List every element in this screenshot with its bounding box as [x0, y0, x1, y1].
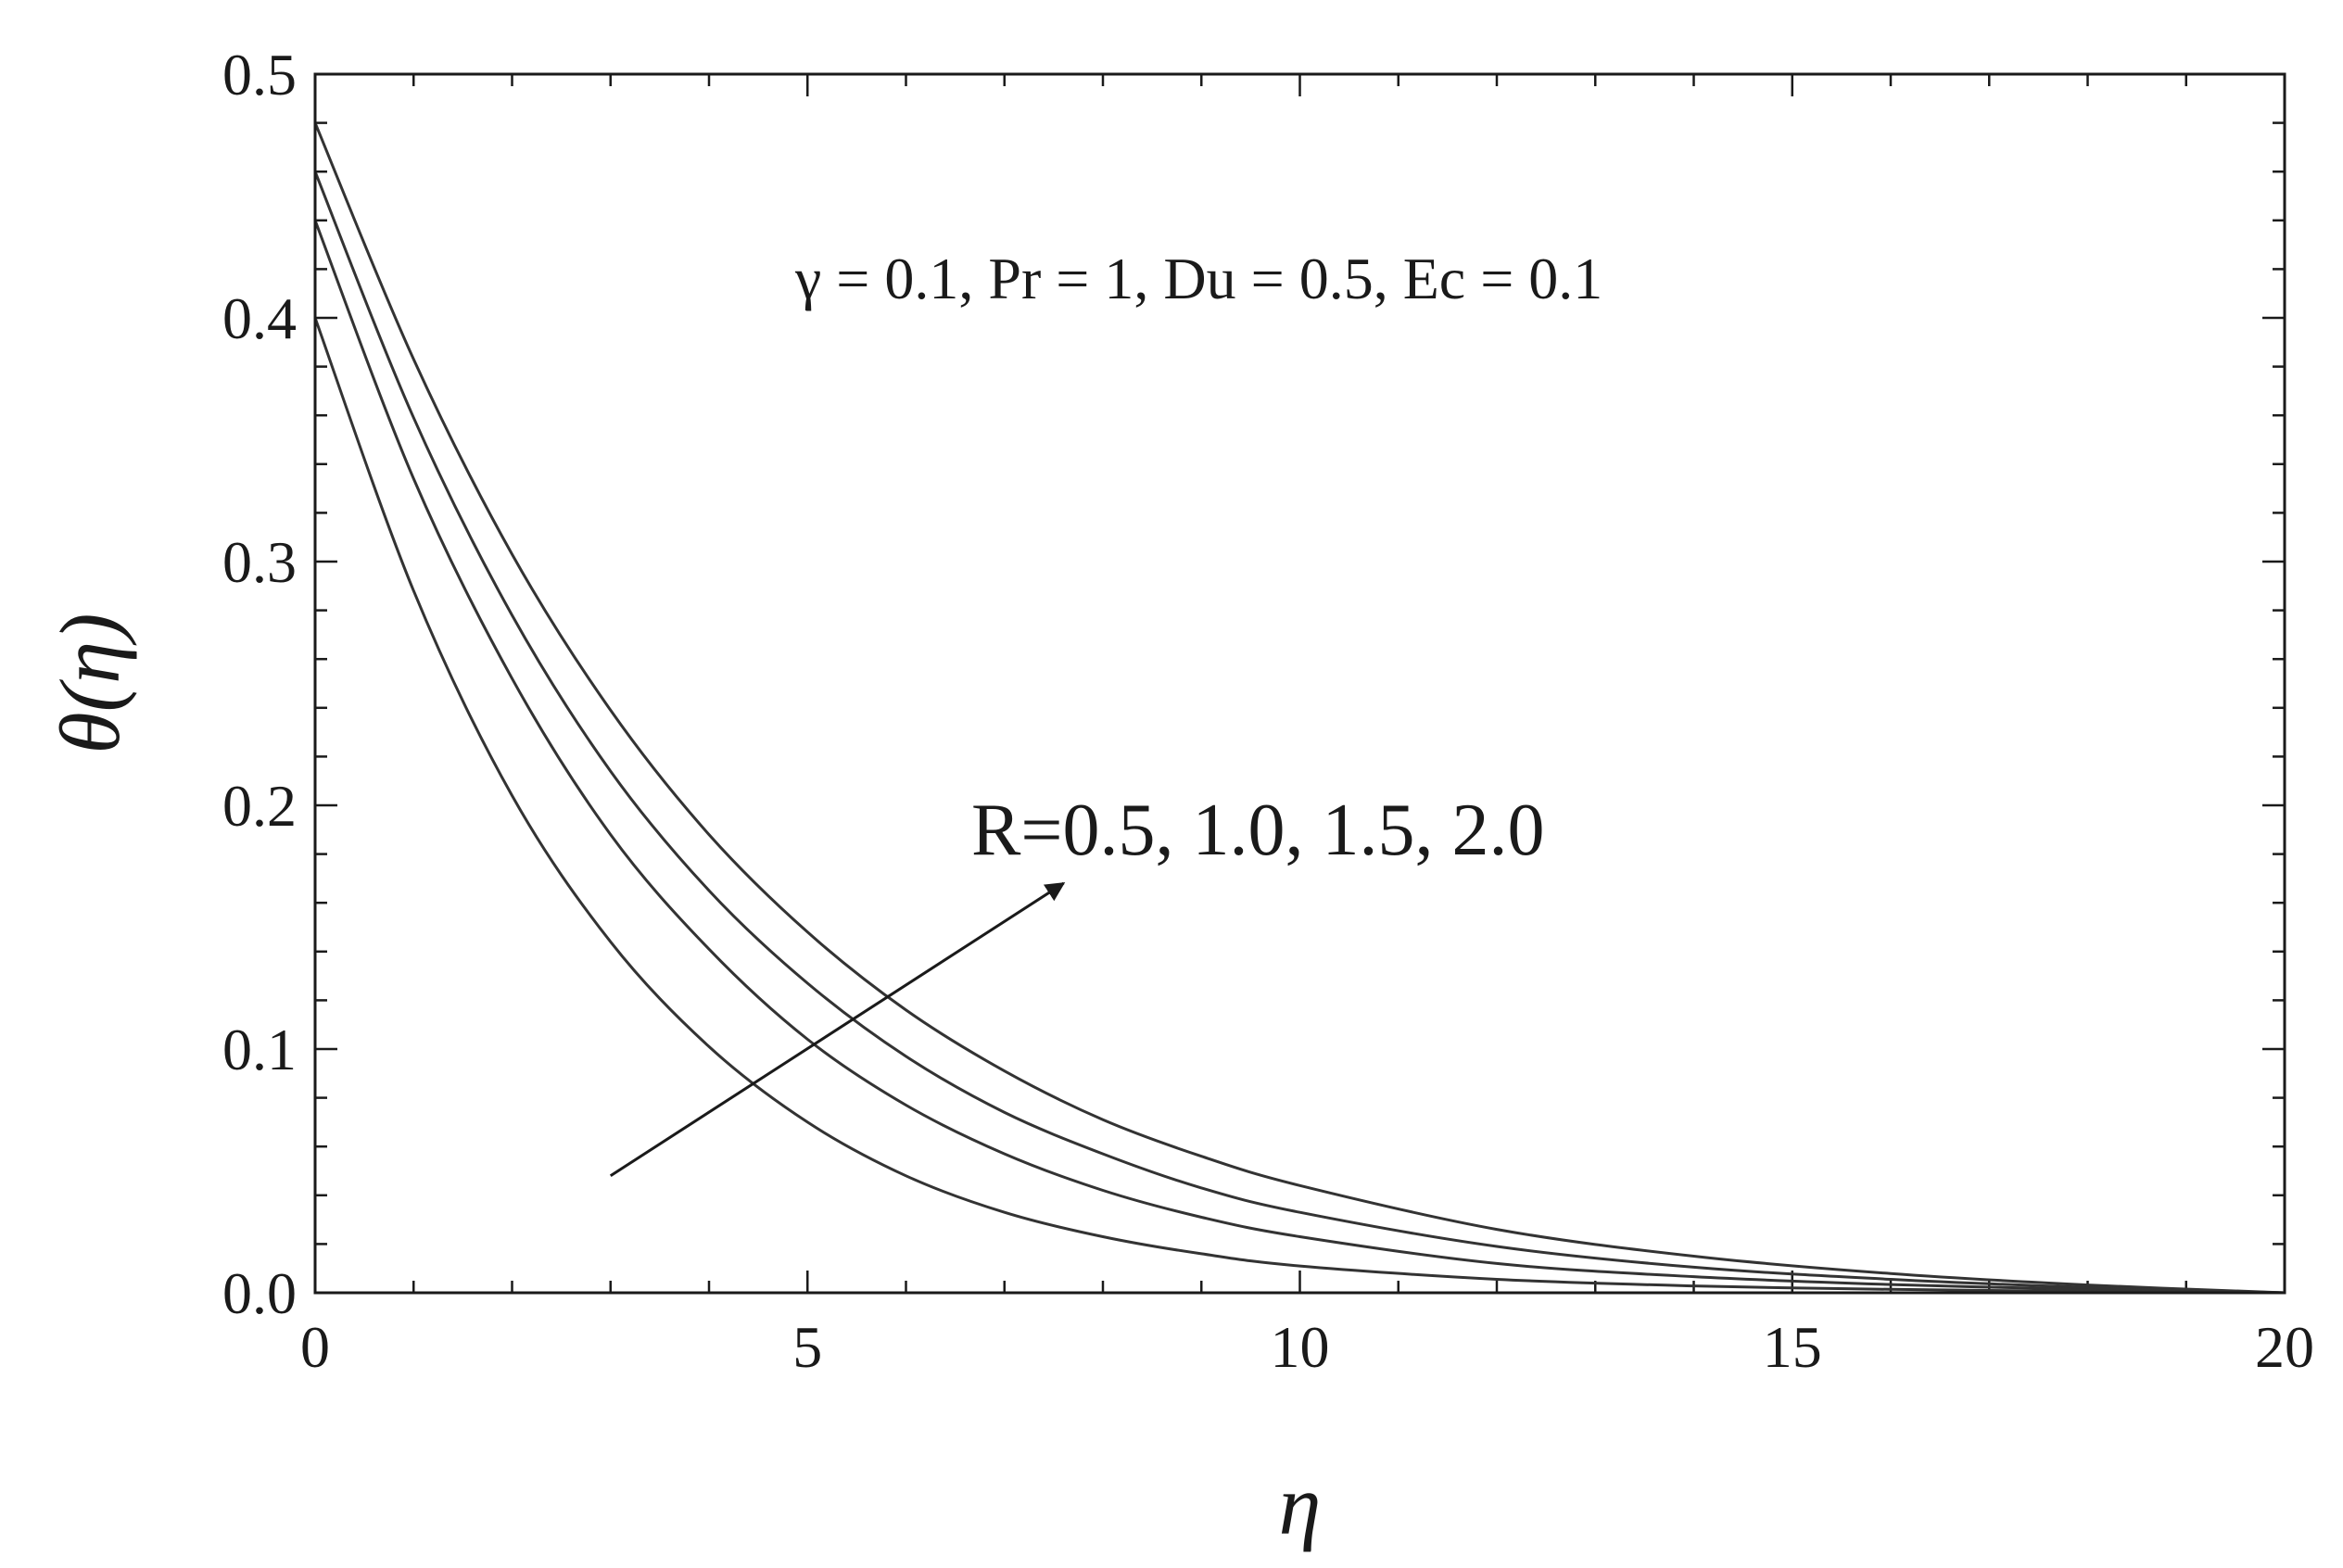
- x-tick-label: 5: [792, 1314, 822, 1380]
- x-tick-label: 0: [300, 1314, 330, 1380]
- x-tick-label: 20: [2255, 1314, 2314, 1380]
- x-axis-label: η: [1279, 1458, 1322, 1552]
- data-curves: [313, 122, 2286, 1295]
- x-tick-labels: 0 5 10 15 20: [300, 1314, 2314, 1380]
- y-tick-label: 0.0: [222, 1260, 297, 1326]
- y-tick-label: 0.1: [222, 1017, 297, 1082]
- x-tick-label: 15: [1763, 1314, 1822, 1380]
- series-line-2: [313, 220, 2286, 1295]
- y-axis-label: θ(η): [43, 613, 137, 753]
- series-line-3: [313, 171, 2286, 1295]
- trend-arrow: [609, 881, 1066, 1178]
- y-tick-label: 0.5: [222, 42, 297, 107]
- plot-frame: [313, 72, 2286, 1295]
- series-line-1: [313, 317, 2286, 1295]
- y-tick-labels: 0.0 0.1 0.2 0.3 0.4 0.5: [222, 42, 297, 1326]
- r-values-annotation: R=0.5, 1.0, 1.5, 2.0: [971, 790, 1544, 871]
- series-line-4: [313, 122, 2286, 1295]
- x-tick-label: 10: [1271, 1314, 1330, 1380]
- axis-ticks: [313, 72, 2286, 1295]
- y-tick-label: 0.2: [222, 773, 297, 839]
- y-tick-label: 0.4: [222, 285, 297, 351]
- y-tick-label: 0.3: [222, 529, 297, 595]
- parameter-annotation: γ = 0.1, Pr = 1, Du = 0.5, Ec = 0.1: [794, 246, 1602, 311]
